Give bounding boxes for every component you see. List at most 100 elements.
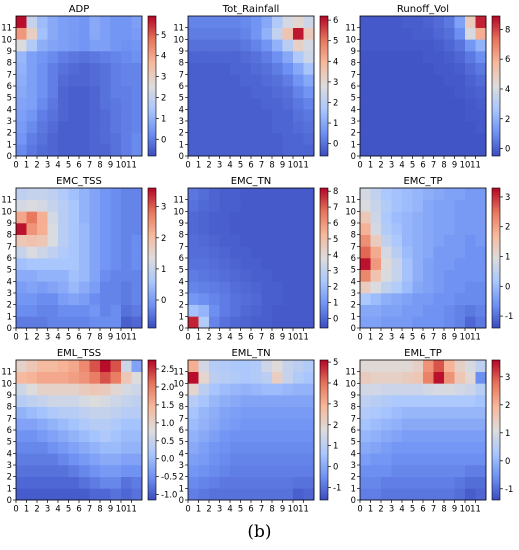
heatmap-cell <box>360 465 371 477</box>
heatmap-cell <box>209 441 220 454</box>
heatmap-cell <box>370 360 382 372</box>
heatmap-cell <box>188 97 199 110</box>
heatmap-cell <box>121 211 132 224</box>
heatmap-cell <box>423 406 434 419</box>
heatmap-cell <box>454 188 466 200</box>
heatmap-cell <box>454 465 466 477</box>
heatmap-cell <box>360 62 371 75</box>
y-tick-label: 7 <box>7 413 12 423</box>
heatmap-cell <box>303 211 315 224</box>
heatmap-cell <box>110 86 122 98</box>
heatmap-cell <box>26 246 38 259</box>
heatmap-cell <box>230 281 241 294</box>
heatmap-cell <box>16 223 27 235</box>
heatmap-cell <box>261 395 273 407</box>
heatmap-cell <box>303 371 315 384</box>
heatmap-cell <box>391 97 403 110</box>
heatmap-cell <box>47 144 59 157</box>
heatmap-cell <box>240 488 252 501</box>
heatmap-cell <box>100 144 111 157</box>
heatmap-cell <box>219 188 231 200</box>
heatmap-cell <box>89 97 101 110</box>
heatmap-cell <box>303 62 315 75</box>
x-tick-label: 7 <box>431 332 436 342</box>
heatmap-cell <box>68 246 80 259</box>
heatmap-cell <box>16 188 27 200</box>
heatmap-cell <box>272 360 283 372</box>
heatmap-cell <box>444 74 455 87</box>
heatmap-cell <box>454 86 466 98</box>
x-tick-label: 1 <box>368 160 373 170</box>
colorbar <box>491 359 501 501</box>
x-tick-label: 3 <box>389 504 394 514</box>
heatmap-cell <box>412 211 424 224</box>
y-tick-label: 4 <box>351 104 356 114</box>
heatmap-cell <box>230 223 241 235</box>
heatmap-cell <box>261 316 273 329</box>
heatmap-cell <box>37 109 48 122</box>
heatmap-cell <box>79 188 90 200</box>
y-tick-label: 8 <box>7 58 12 68</box>
y-tick-label: 6 <box>351 81 356 91</box>
heatmap-cell <box>251 383 262 396</box>
heatmap-cell <box>360 453 371 466</box>
heatmap-cell <box>79 383 90 396</box>
heatmap-cell <box>282 418 294 431</box>
heatmap-cell <box>100 395 111 407</box>
heatmap-cell <box>412 258 424 270</box>
heatmap-cell <box>412 144 424 157</box>
heatmap-cell <box>282 74 294 87</box>
heatmap-cell <box>79 395 90 407</box>
colorbar-tick-label: 3 <box>505 372 510 382</box>
x-tick-label: 3 <box>45 504 50 514</box>
heatmap-cell <box>121 16 132 28</box>
heatmap-cell <box>100 371 111 384</box>
heatmap-cell <box>219 86 231 98</box>
heatmap-cell <box>79 51 90 63</box>
heatmap-cell <box>391 199 403 212</box>
heatmap-cell <box>402 199 413 212</box>
heatmap-cell <box>454 39 466 52</box>
heatmap-cell <box>423 395 434 407</box>
heatmap-cell <box>444 86 455 98</box>
heatmap-cell <box>251 62 262 75</box>
heatmap-cell <box>121 430 132 442</box>
heatmap-cell <box>261 199 273 212</box>
heatmap-cell <box>391 39 403 52</box>
heatmap-cell <box>219 97 231 110</box>
heatmap-cell <box>412 418 424 431</box>
heatmap-cell <box>230 418 241 431</box>
x-tick-label: 5 <box>410 504 415 514</box>
heatmap-cell <box>188 132 199 145</box>
heatmap-cell <box>240 234 252 247</box>
heatmap-cell <box>412 304 424 317</box>
colorbar-tick-label: 1 <box>333 298 338 308</box>
heatmap-cell <box>47 97 59 110</box>
x-tick-label: 5 <box>66 504 71 514</box>
heatmap-cell <box>89 430 101 442</box>
y-tick-label: 6 <box>7 425 12 435</box>
x-tick-label: 9 <box>108 332 113 342</box>
heatmap-cell <box>272 144 283 157</box>
heatmap-cell <box>219 383 231 396</box>
heatmap-cell <box>370 395 382 407</box>
x-tick-label: 11 <box>298 332 309 342</box>
heatmap-cell <box>79 74 90 87</box>
colorbar-tick-label: 2 <box>161 233 166 243</box>
heatmap-cell <box>26 211 38 224</box>
heatmap-cell <box>79 360 90 372</box>
heatmap-cell <box>230 269 241 282</box>
heatmap-cell <box>381 383 392 396</box>
heatmap-cell <box>402 465 413 477</box>
heatmap-cell <box>423 418 434 431</box>
heatmap-cell <box>209 132 220 145</box>
heatmap-cell <box>26 39 38 52</box>
heatmap-cell <box>293 199 304 212</box>
heatmap-cell <box>131 430 143 442</box>
heatmap-cell <box>444 144 455 157</box>
heatmap-cell <box>402 476 413 489</box>
heatmap-cell <box>16 418 27 431</box>
heatmap-cell <box>230 441 241 454</box>
colorbar-tick-label: 2 <box>333 420 338 430</box>
heatmap-cell <box>360 441 371 454</box>
